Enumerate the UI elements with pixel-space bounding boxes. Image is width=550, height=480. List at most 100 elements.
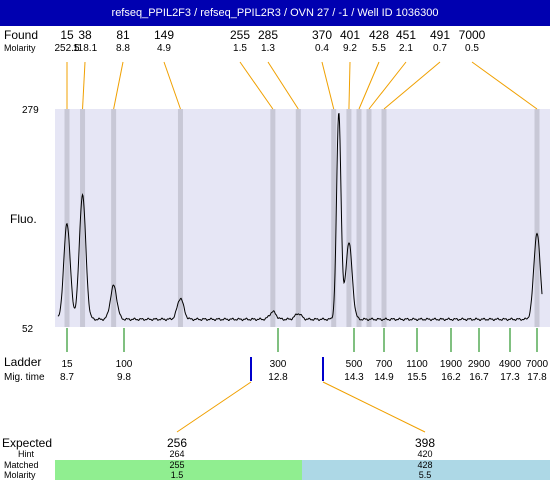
matched-bar-blue bbox=[302, 460, 550, 480]
ladder-time: 8.7 bbox=[60, 372, 74, 383]
ladder-heading: Ladder bbox=[4, 355, 41, 369]
y-tick-min: 52 bbox=[22, 324, 34, 335]
ladder-time: 17.8 bbox=[527, 372, 547, 383]
expected-leader bbox=[322, 381, 426, 433]
found-leader bbox=[471, 61, 538, 110]
expected-hint: 420 bbox=[417, 449, 432, 459]
ladder-time: 14.3 bbox=[344, 372, 364, 383]
found-molarity: 1.3 bbox=[261, 43, 275, 54]
found-leader bbox=[82, 61, 86, 110]
ladder-size: 2900 bbox=[468, 359, 491, 370]
ladder-markers: 15 8.7 100 9.8 300 12.8 500 14.3 700 14.9 1100 15.5… bbox=[60, 328, 549, 383]
found-molarity: 0.4 bbox=[315, 43, 329, 54]
found-molarity: 4.9 bbox=[157, 43, 171, 54]
ladder-size: 4900 bbox=[499, 359, 522, 370]
found-band bbox=[295, 109, 301, 327]
found-size: 370 bbox=[312, 28, 332, 42]
ladder-time: 15.5 bbox=[407, 372, 427, 383]
found-molarity: 9.2 bbox=[343, 43, 357, 54]
fluorescence-trace bbox=[57, 112, 543, 322]
found-heading: Found bbox=[4, 28, 38, 42]
found-molarity: 118.1 bbox=[73, 43, 98, 54]
found-molarity: 252.5 bbox=[54, 43, 79, 54]
expected-markers bbox=[176, 357, 426, 433]
found-band bbox=[534, 109, 540, 327]
found-size: 15 bbox=[60, 28, 74, 42]
found-band bbox=[80, 109, 86, 327]
found-molarity: 5.5 bbox=[372, 43, 386, 54]
ladder-size: 100 bbox=[116, 359, 133, 370]
found-size: 255 bbox=[230, 28, 250, 42]
found-band bbox=[381, 109, 387, 327]
ladder-size: 1900 bbox=[440, 359, 463, 370]
ladder-time: 9.8 bbox=[117, 372, 131, 383]
found-band bbox=[366, 109, 372, 327]
ladder-size: 15 bbox=[61, 359, 73, 370]
mig-time-heading: Mig. time bbox=[4, 372, 45, 383]
expected-size: 256 bbox=[167, 436, 187, 450]
found-bands bbox=[64, 109, 540, 327]
found-band bbox=[177, 109, 183, 327]
ladder-size: 300 bbox=[270, 359, 287, 370]
expected-molarity: 1.5 bbox=[171, 470, 184, 480]
found-leader bbox=[267, 61, 299, 110]
found-band bbox=[64, 109, 70, 327]
expected-leader bbox=[176, 381, 252, 433]
found-size: 38 bbox=[78, 28, 92, 42]
found-band bbox=[346, 109, 352, 327]
ladder-size: 700 bbox=[376, 359, 393, 370]
ladder-size: 7000 bbox=[526, 359, 549, 370]
expected-hint: 264 bbox=[169, 449, 184, 459]
expected-matched: 255 bbox=[169, 460, 184, 470]
found-size: 81 bbox=[116, 28, 130, 42]
found-size: 149 bbox=[154, 28, 174, 42]
ladder-time: 16.7 bbox=[469, 372, 489, 383]
found-size: 7000 bbox=[459, 28, 486, 42]
ladder-time: 14.9 bbox=[374, 372, 394, 383]
found-leader bbox=[348, 61, 351, 110]
hint-heading: Hint bbox=[18, 449, 35, 459]
plot-area bbox=[55, 109, 550, 327]
found-band bbox=[270, 109, 276, 327]
found-leader bbox=[383, 61, 441, 110]
found-molarity: 1.5 bbox=[233, 43, 247, 54]
matched-bar-green bbox=[55, 460, 302, 480]
found-leader bbox=[163, 61, 181, 110]
matched-heading: Matched bbox=[4, 460, 39, 470]
found-leader-lines bbox=[66, 61, 538, 110]
expected-matched: 428 bbox=[417, 460, 432, 470]
found-molarity: 0.7 bbox=[433, 43, 447, 54]
ladder-time: 12.8 bbox=[268, 372, 288, 383]
ladder-time: 16.2 bbox=[441, 372, 461, 383]
found-size: 285 bbox=[258, 28, 278, 42]
expected-size: 398 bbox=[415, 436, 435, 450]
ladder-size: 500 bbox=[346, 359, 363, 370]
found-band bbox=[331, 109, 337, 327]
window-title: refseq_PPIL2F3 / refseq_PPIL2R3 / OVN 27… bbox=[0, 0, 550, 26]
found-leader bbox=[113, 61, 124, 110]
molarity-bottom-heading: Molarity bbox=[4, 470, 36, 480]
expected-heading: Expected bbox=[2, 436, 52, 450]
y-tick-max: 279 bbox=[22, 105, 39, 116]
found-molarity: 0.5 bbox=[465, 43, 479, 54]
found-molarity: 8.8 bbox=[116, 43, 130, 54]
ladder-time: 17.3 bbox=[500, 372, 520, 383]
found-leader bbox=[321, 61, 335, 110]
found-molarity: 2.1 bbox=[399, 43, 413, 54]
found-size: 428 bbox=[369, 28, 389, 42]
found-size: 401 bbox=[340, 28, 360, 42]
found-leader bbox=[368, 61, 407, 110]
found-band bbox=[356, 109, 362, 327]
found-size: 491 bbox=[430, 28, 450, 42]
found-leader bbox=[239, 61, 274, 110]
found-band bbox=[111, 109, 117, 327]
found-leader bbox=[358, 61, 380, 110]
expected-molarity: 5.5 bbox=[419, 470, 432, 480]
found-size: 451 bbox=[396, 28, 416, 42]
fluo-label: Fluo. bbox=[10, 212, 37, 226]
molarity-heading: Molarity bbox=[4, 43, 36, 53]
ladder-size: 1100 bbox=[406, 359, 428, 370]
